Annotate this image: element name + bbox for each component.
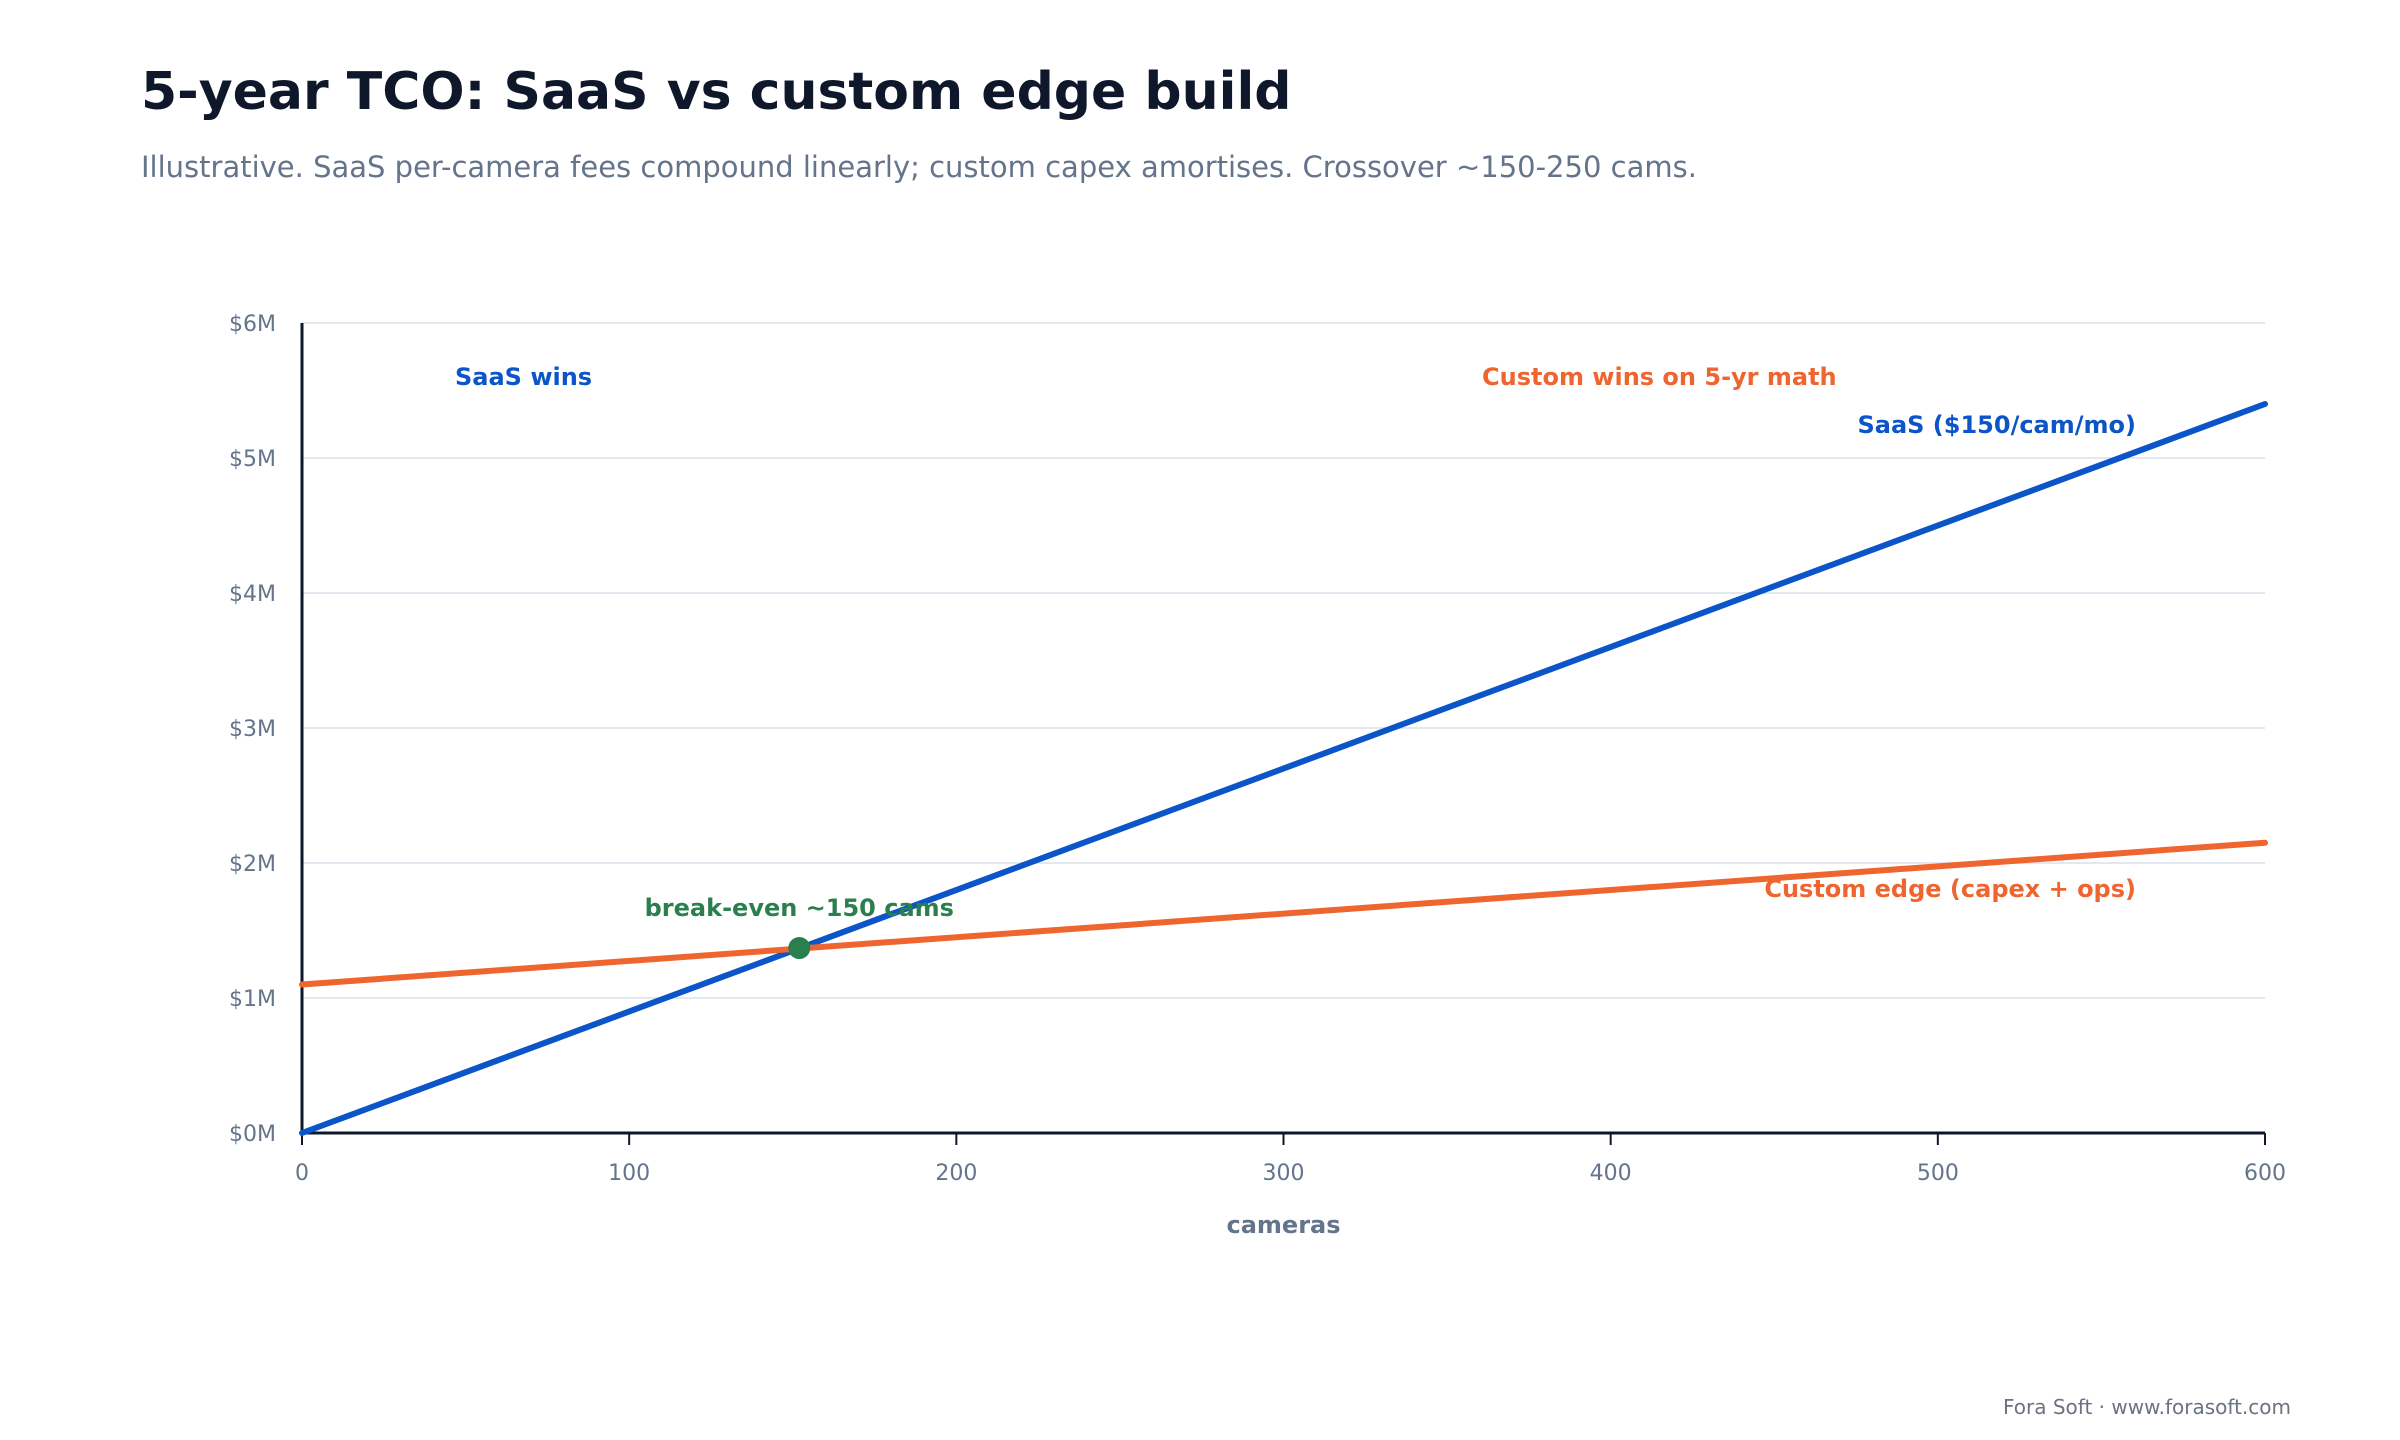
x-tick-label: 500 [1917,1161,1959,1186]
x-tick-label: 400 [1590,1161,1632,1186]
annotations: SaaS wins Custom wins on 5-yr math SaaS … [455,363,2136,960]
axis-ticks: $0M $1M $2M $3M $4M $5M $6M 0 100 200 300 400 500 600 [229,312,2286,1186]
series-line-saas [299,401,2268,1136]
series-lines [299,401,2268,1136]
y-tick-label: $0M [229,1122,276,1147]
x-tick-label: 300 [1263,1161,1305,1186]
x-tick-label: 100 [608,1161,650,1186]
region-label-custom-wins: Custom wins on 5-yr math [1482,363,1837,391]
gridlines [302,322,2265,999]
breakeven-label: break-even ~150 cams [645,894,954,922]
chart-subtitle: Illustrative. SaaS per-camera fees compo… [141,150,1697,184]
series-line-custom-edge [299,839,2268,988]
x-tick-label: 600 [2244,1161,2286,1186]
region-label-saas-wins: SaaS wins [455,363,592,391]
y-tick-label: $4M [229,582,276,607]
chart-title: 5-year TCO: SaaS vs custom edge build [141,62,1292,122]
x-tick-label: 0 [295,1161,309,1186]
breakeven-point [788,937,811,960]
y-tick-label: $3M [229,717,276,742]
series-label-saas: SaaS ($150/cam/mo) [1857,411,2136,439]
y-tick-label: $2M [229,852,276,877]
series-label-custom-edge: Custom edge (capex + ops) [1764,875,2136,903]
y-tick-label: $6M [229,312,276,337]
y-tick-label: $5M [229,447,276,472]
y-tick-label: $1M [229,987,276,1012]
x-tick-label: 200 [935,1161,977,1186]
footer-credit: Fora Soft · www.forasoft.com [2002,1395,2291,1419]
x-axis-title: cameras [1226,1211,1340,1239]
